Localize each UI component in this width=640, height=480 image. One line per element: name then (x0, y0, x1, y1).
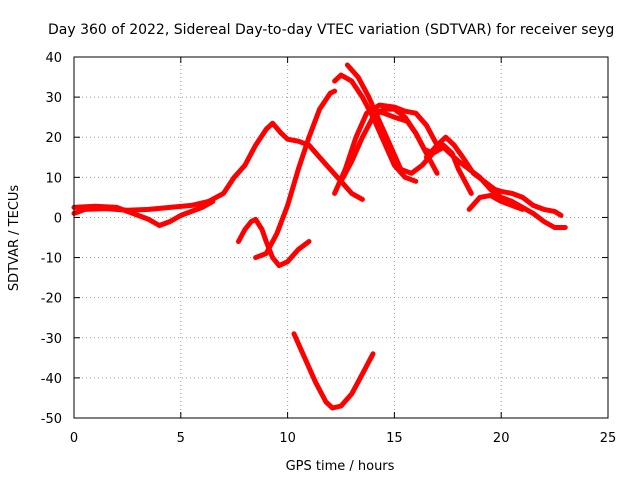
data-series (71, 62, 568, 411)
y-tick-label: 0 (54, 211, 62, 226)
y-axis-label: SDTVAR / TECUs (7, 185, 22, 292)
x-tick-label: 0 (70, 431, 78, 446)
y-tick-label: -50 (41, 412, 62, 427)
y-tick-label: 40 (45, 51, 62, 66)
y-tick-label: 20 (45, 131, 62, 146)
x-axis-label: GPS time / hours (286, 459, 395, 474)
y-tick-label: 30 (45, 91, 62, 106)
series-arc-2 (71, 120, 365, 216)
series-arc-5 (291, 331, 376, 411)
series-arc-3 (236, 216, 312, 269)
x-tick-label: 25 (600, 431, 617, 446)
chart-title: Day 360 of 2022, Sidereal Day-to-day VTE… (48, 22, 614, 38)
plot-frame (73, 56, 609, 419)
grid (74, 57, 608, 418)
y-tick-label: 10 (45, 171, 62, 186)
y-tick-label: -20 (41, 292, 62, 307)
x-tick-label: 15 (386, 431, 403, 446)
axis-ticks: 0 5 10 15 20 25 40 30 20 10 0 -10 -20 -30 -40 -50 (41, 51, 617, 446)
y-tick-label: -40 (41, 372, 62, 387)
x-tick-label: 10 (279, 431, 296, 446)
y-tick-label: -30 (41, 332, 62, 347)
series-arc-11 (423, 134, 564, 218)
x-tick-label: 5 (177, 431, 185, 446)
series-arc-4 (253, 88, 338, 261)
y-tick-label: -10 (41, 252, 62, 267)
series-arc-12 (466, 192, 526, 212)
series-arc-9 (344, 62, 474, 196)
series-arc-8 (332, 102, 440, 196)
x-tick-label: 20 (493, 431, 510, 446)
